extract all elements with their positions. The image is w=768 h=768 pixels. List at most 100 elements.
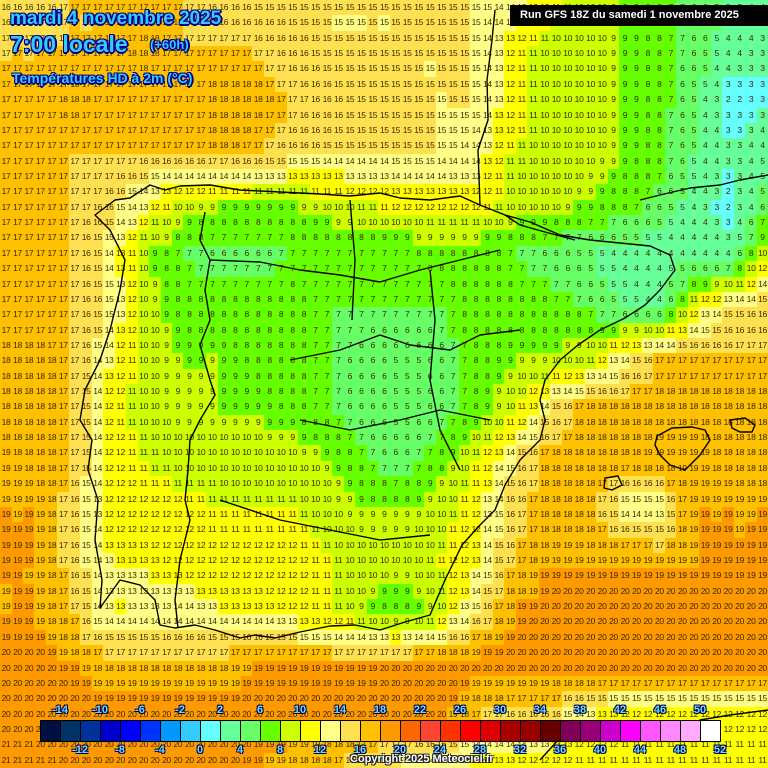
temperature-value: 5 [653, 217, 665, 227]
temperature-value: 18 [229, 110, 241, 120]
temperature-value: 4 [665, 232, 677, 242]
temperature-value: 18 [46, 524, 58, 534]
temperature-value: 18 [573, 447, 585, 457]
temperature-value: 9 [287, 417, 299, 427]
temperature-value: 15 [298, 2, 310, 12]
temperature-value: 5 [585, 263, 597, 273]
temperature-value: 14 [653, 340, 665, 350]
temperature-value: 19 [23, 494, 35, 504]
temperature-value: 16 [80, 325, 92, 335]
temperature-value: 18 [206, 140, 218, 150]
temperature-value: 19 [34, 570, 46, 580]
temperature-value: 10 [573, 140, 585, 150]
temperature-value: 14 [470, 140, 482, 150]
temperature-value: 8 [195, 217, 207, 227]
temperature-value: 18 [23, 340, 35, 350]
temperature-value: 8 [550, 325, 562, 335]
temperature-value: 14 [493, 463, 505, 473]
temperature-value: 5 [401, 401, 413, 411]
field-cell [114, 15, 127, 32]
temperature-value: 18 [550, 494, 562, 504]
temperature-value: 8 [447, 279, 459, 289]
field-cell [378, 0, 391, 16]
temperature-value: 15 [378, 110, 390, 120]
temperature-value: 11 [378, 202, 390, 212]
temperature-value: 11 [332, 186, 344, 196]
temperature-value: 8 [459, 263, 471, 273]
temperature-value: 18 [218, 79, 230, 89]
temperature-value: 8 [378, 494, 390, 504]
temperature-value: 9 [413, 494, 425, 504]
temperature-value: 17 [149, 17, 161, 27]
temperature-value: 12 [103, 386, 115, 396]
temperature-value: 9 [218, 202, 230, 212]
temperature-value: 6 [378, 340, 390, 350]
temperature-value: 16 [69, 524, 81, 534]
field-cell [286, 15, 299, 32]
temperature-value: 13 [115, 309, 127, 319]
temperature-value: 15 [401, 94, 413, 104]
temperature-value: 7 [275, 232, 287, 242]
temperature-value: 4 [745, 33, 757, 43]
temperature-value: 17 [653, 540, 665, 550]
temperature-value: 13 [103, 570, 115, 580]
temperature-value: 7 [275, 263, 287, 273]
temperature-value: 10 [287, 447, 299, 457]
temperature-value: 15 [321, 63, 333, 73]
temperature-value: 19 [757, 524, 768, 534]
temperature-value: 11 [665, 325, 677, 335]
temperature-value: 3 [757, 110, 768, 120]
temperature-value: 9 [550, 340, 562, 350]
temperature-value: 10 [413, 524, 425, 534]
temperature-value: 10 [550, 48, 562, 58]
temperature-value: 16 [608, 386, 620, 396]
temperature-value: 17 [12, 232, 24, 242]
temperature-value: 16 [183, 156, 195, 166]
temperature-value: 10 [252, 447, 264, 457]
temperature-value: 5 [734, 232, 746, 242]
temperature-value: 15 [424, 63, 436, 73]
temperature-value: 10 [378, 540, 390, 550]
temperature-value: 9 [195, 340, 207, 350]
temperature-value: 19 [585, 555, 597, 565]
temperature-value: 5 [688, 110, 700, 120]
temperature-value: 5 [757, 156, 768, 166]
temperature-value: 17 [241, 33, 253, 43]
temperature-value: 17 [12, 279, 24, 289]
temperature-value: 19 [23, 540, 35, 550]
temperature-value: 9 [585, 171, 597, 181]
temperature-value: 11 [527, 94, 539, 104]
temperature-value: 17 [264, 125, 276, 135]
temperature-value: 12 [183, 570, 195, 580]
temperature-value: 13 [722, 294, 734, 304]
temperature-value: 18 [757, 463, 768, 473]
temperature-value: 11 [310, 540, 322, 550]
temperature-value: 11 [516, 63, 528, 73]
temperature-value: 8 [642, 110, 654, 120]
temperature-value: 10 [183, 432, 195, 442]
temperature-value: 9 [630, 325, 642, 335]
temperature-value: 9 [195, 386, 207, 396]
temperature-value: 9 [630, 94, 642, 104]
temperature-value: 10 [149, 325, 161, 335]
temperature-value: 13 [115, 570, 127, 580]
temperature-value: 17 [126, 125, 138, 135]
temperature-value: 10 [149, 401, 161, 411]
temperature-value: 17 [161, 17, 173, 27]
temperature-value: 9 [321, 447, 333, 457]
temperature-value: 15 [413, 17, 425, 27]
field-cell [492, 15, 505, 32]
temperature-value: 8 [275, 401, 287, 411]
temperature-value: 18 [585, 540, 597, 550]
temperature-value: 15 [390, 48, 402, 58]
temperature-value: 6 [401, 432, 413, 442]
temperature-value: 3 [711, 110, 723, 120]
temperature-value: 17 [161, 140, 173, 150]
temperature-value: 8 [539, 294, 551, 304]
temperature-value: 17 [57, 248, 69, 258]
temperature-value: 13 [459, 171, 471, 181]
temperature-value: 14 [103, 248, 115, 258]
temperature-value: 6 [665, 294, 677, 304]
temperature-value: 15 [355, 17, 367, 27]
temperature-value: 4 [722, 33, 734, 43]
